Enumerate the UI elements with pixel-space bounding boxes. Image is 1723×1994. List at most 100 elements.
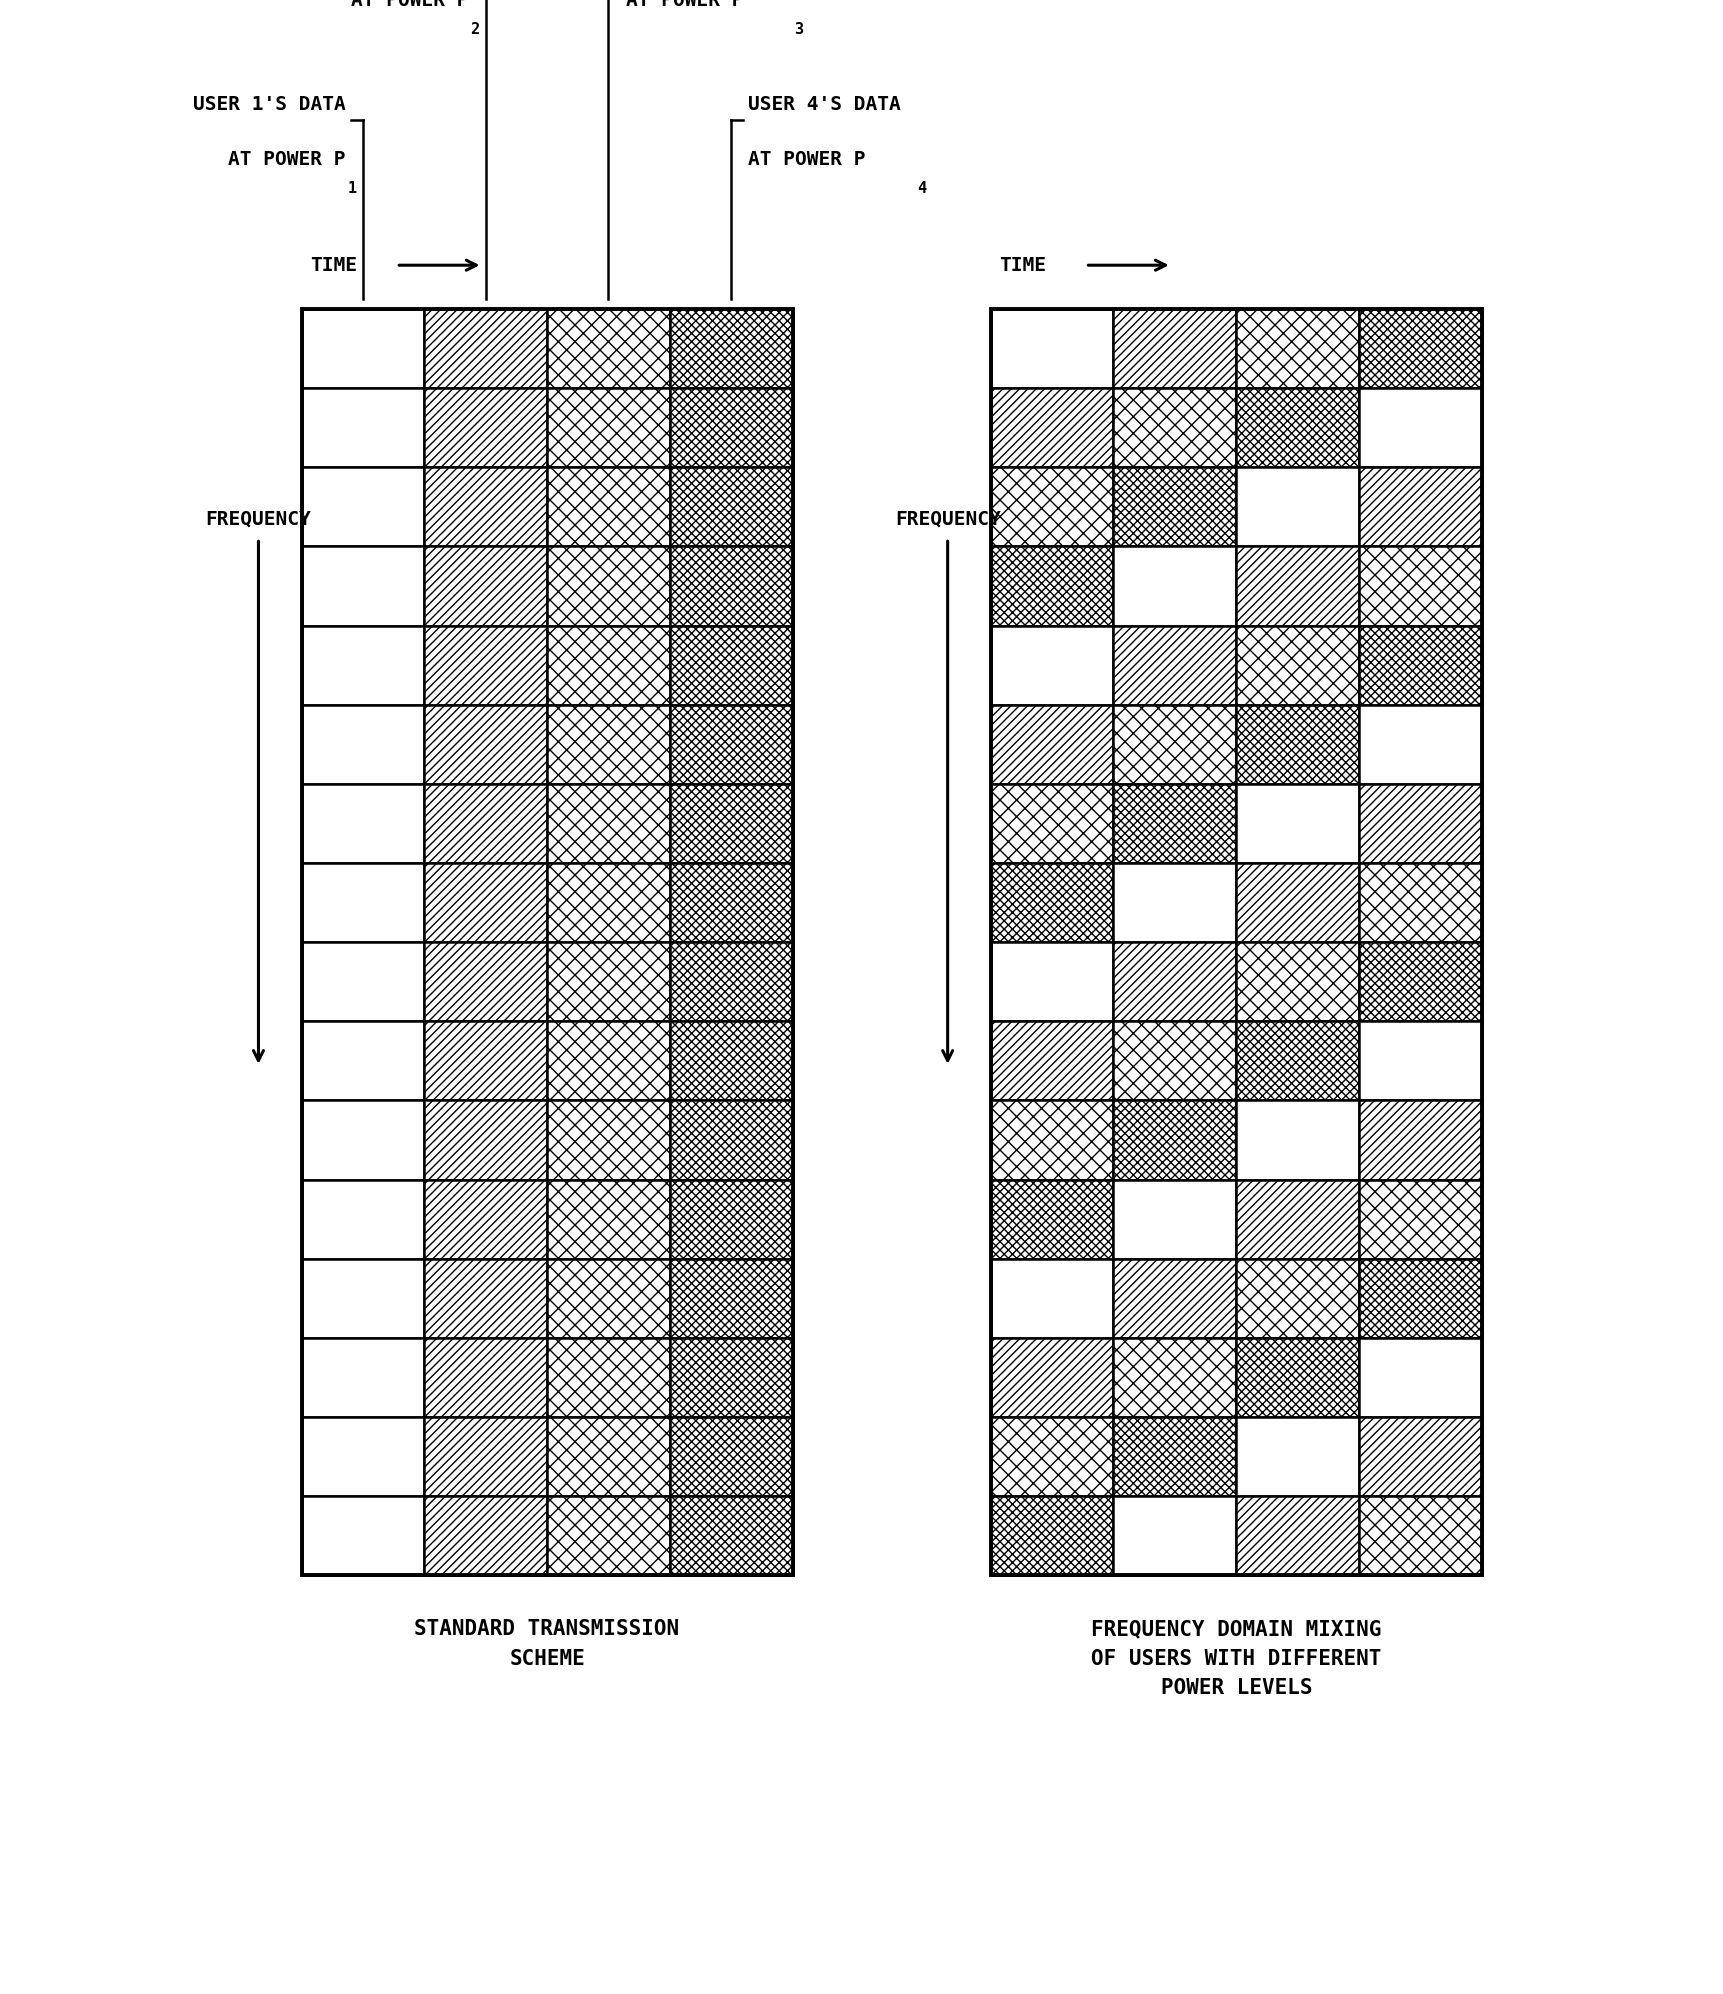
Bar [1359,1021,1482,1101]
Bar [424,546,546,626]
Bar [424,389,546,467]
Bar [1235,704,1359,784]
Bar [1359,943,1482,1021]
Text: AT POWER P: AT POWER P [748,150,867,169]
Bar [1359,863,1482,943]
Bar [548,863,670,943]
Bar [670,784,793,863]
Bar [1235,1021,1359,1101]
Bar [302,1258,424,1338]
Bar [1359,546,1482,626]
Bar [670,1180,793,1258]
Bar [991,309,1482,1575]
Bar [991,1101,1113,1180]
Bar [548,1496,670,1575]
Bar [548,1101,670,1180]
Bar [1235,1180,1359,1258]
Bar [302,704,424,784]
Bar [1113,467,1237,546]
Text: FREQUENCY DOMAIN MIXING
OF USERS WITH DIFFERENT
POWER LEVELS: FREQUENCY DOMAIN MIXING OF USERS WITH DI… [1091,1619,1382,1699]
Bar [424,863,546,943]
Bar [991,1180,1113,1258]
Bar [548,1180,670,1258]
Bar [991,546,1113,626]
Bar [1113,1101,1237,1180]
Bar [424,1021,546,1101]
Bar [1235,1418,1359,1496]
Bar [1235,1496,1359,1575]
Text: 1: 1 [348,181,357,197]
Bar [1235,784,1359,863]
Bar [548,943,670,1021]
Bar [991,389,1113,467]
Bar [1113,1180,1237,1258]
Bar [1113,546,1237,626]
Bar [424,1338,546,1418]
Bar [1235,1101,1359,1180]
Text: 3: 3 [794,22,803,38]
Bar [1359,784,1482,863]
Bar [1235,943,1359,1021]
Bar [302,863,424,943]
Bar [548,626,670,704]
Bar [302,784,424,863]
Bar [302,1180,424,1258]
Text: STANDARD TRANSMISSION
SCHEME: STANDARD TRANSMISSION SCHEME [415,1619,679,1669]
Bar [670,309,793,389]
Bar [670,626,793,704]
Bar [991,309,1113,389]
Bar [670,467,793,546]
Bar [302,389,424,467]
Bar [302,943,424,1021]
Bar [424,1496,546,1575]
Bar [1113,626,1237,704]
Bar [548,309,670,389]
Bar [1359,1180,1482,1258]
Bar [1235,546,1359,626]
Bar [991,1496,1113,1575]
Bar [670,704,793,784]
Bar [1359,1258,1482,1338]
Bar [1113,704,1237,784]
Text: FREQUENCY: FREQUENCY [205,508,312,528]
Bar [424,626,546,704]
Bar [302,626,424,704]
Text: AT POWER P: AT POWER P [351,0,469,10]
Text: 4: 4 [917,181,927,197]
Bar [1235,1258,1359,1338]
Bar [670,1338,793,1418]
Bar [302,1496,424,1575]
Text: USER 1'S DATA: USER 1'S DATA [193,94,346,114]
Bar [424,1418,546,1496]
Bar [548,1338,670,1418]
Bar [1235,467,1359,546]
Bar [424,467,546,546]
Bar [670,863,793,943]
Text: AT POWER P: AT POWER P [625,0,743,10]
Bar [1235,863,1359,943]
Bar [670,1101,793,1180]
Bar [991,626,1113,704]
Bar [670,1021,793,1101]
Bar [424,943,546,1021]
Bar [548,1021,670,1101]
Bar [548,546,670,626]
Bar [1113,1338,1237,1418]
Text: AT POWER P: AT POWER P [227,150,346,169]
Bar [991,784,1113,863]
Bar [1113,309,1237,389]
Bar [1113,1021,1237,1101]
Bar [991,1418,1113,1496]
Bar [1359,1338,1482,1418]
Bar [1359,467,1482,546]
Bar [670,389,793,467]
Text: USER 4'S DATA: USER 4'S DATA [748,94,901,114]
Bar [670,1258,793,1338]
Text: 2: 2 [470,22,479,38]
Bar [1113,863,1237,943]
Bar [991,467,1113,546]
Bar [670,1418,793,1496]
Bar [1235,1338,1359,1418]
Bar [302,309,424,389]
Bar [302,309,793,1575]
